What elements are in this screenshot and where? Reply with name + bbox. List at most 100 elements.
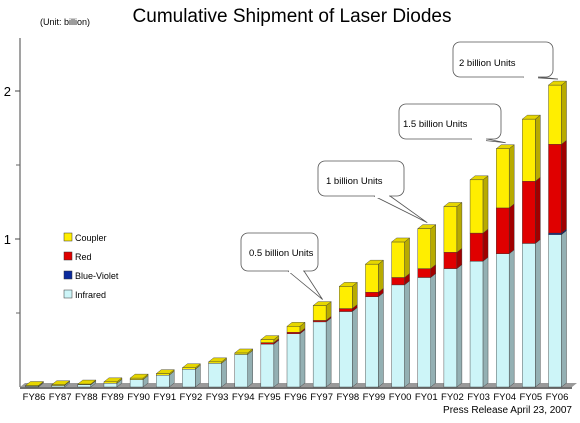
- bar-segment-coupler-fy97: [312, 305, 327, 321]
- bar-side-face: [509, 203, 515, 255]
- bar-top-face: [312, 301, 332, 306]
- x-tick-label: FY00: [389, 392, 412, 403]
- bar-segment-red-fy96: [286, 332, 301, 334]
- bar-segment-infrared-fy99: [365, 296, 379, 388]
- bar-segment-infrared-fy96: [286, 333, 301, 388]
- bar-segment-red-fy04: [496, 207, 510, 254]
- bar-side-face: [561, 80, 567, 145]
- legend-item-red: Red: [63, 251, 92, 262]
- bar-segment-infrared-fy98: [339, 311, 353, 388]
- x-tick-label: FY95: [258, 392, 281, 403]
- callout-box: [398, 103, 502, 140]
- bar-top-face: [155, 369, 175, 374]
- bar-top-face: [103, 377, 123, 383]
- bar-top-face: [521, 114, 541, 120]
- x-tick-label: FY03: [467, 392, 490, 403]
- bar-side-face: [456, 202, 463, 253]
- footnote: Press Release April 23, 2007: [443, 405, 572, 416]
- bar-segment-infrared-fy06: [548, 234, 562, 388]
- bar-segment-red-fy01: [417, 268, 431, 278]
- bar-top-face: [495, 144, 515, 149]
- bar-top-face: [338, 282, 358, 287]
- x-tick-label: FY90: [127, 392, 150, 403]
- bar-top-face: [181, 363, 201, 368]
- bar-segment-coupler-fy91: [156, 373, 170, 376]
- bar-side-face: [221, 358, 227, 388]
- bar-segment-infrared-fy00: [391, 284, 405, 388]
- bar-segment-infrared-fy04: [496, 253, 510, 388]
- bar-segment-coupler-fy90: [129, 377, 144, 380]
- bar-side-face: [325, 317, 332, 388]
- x-tick-label: FY06: [546, 392, 569, 403]
- callout-fy04: 1.5 billion Units: [398, 103, 506, 144]
- bar-segment-coupler-fy01: [417, 228, 431, 269]
- bar-top-face: [207, 357, 228, 363]
- callout-text: 2 billion Units: [459, 58, 516, 69]
- x-tick-label: FY04: [493, 392, 516, 403]
- floor-edge: [20, 387, 572, 389]
- callout-pointer: [287, 270, 323, 300]
- bar-top-face: [77, 379, 97, 385]
- x-tick-label: FY05: [519, 392, 542, 403]
- bar-side-face: [482, 256, 489, 388]
- bar-segment-infrared-fy03: [469, 261, 484, 388]
- callout-box: [317, 160, 405, 197]
- bar-segment-infrared-fy90: [129, 379, 144, 388]
- x-tick-label: FY91: [153, 392, 176, 403]
- bar-side-face: [482, 175, 489, 234]
- callout-box: [240, 232, 319, 272]
- legend-swatch: [63, 270, 73, 280]
- x-tick-label: FY01: [415, 392, 438, 403]
- legend-label: Infrared: [75, 290, 106, 300]
- bar-side-face: [273, 339, 280, 388]
- bar-top-face: [24, 381, 45, 386]
- bar-side-face: [535, 239, 541, 388]
- bar-side-face: [535, 176, 541, 244]
- bar-top-face: [443, 202, 463, 207]
- bar-side-face: [535, 114, 541, 182]
- callout-joint: [289, 269, 303, 273]
- bar-side-face: [561, 139, 567, 234]
- chart-title: Cumulative Shipment of Laser Diodes: [133, 6, 452, 27]
- callout-box: [452, 41, 554, 78]
- bar-segment-coupler-fy00: [391, 241, 405, 278]
- legend-swatch: [63, 232, 73, 242]
- bar-segment-coupler-fy95: [260, 339, 275, 343]
- bar-side-face: [378, 259, 384, 293]
- bar-segment-infrared-fy93: [208, 363, 222, 388]
- x-tick-label: FY99: [363, 392, 386, 403]
- legend-swatch: [63, 289, 73, 299]
- bar-segment-red-fy06: [548, 144, 562, 234]
- bar-segment-coupler-fy93: [208, 361, 222, 364]
- bar-segment-infrared-fy94: [234, 354, 248, 388]
- bar-segment-coupler-fy98: [339, 286, 353, 309]
- bar-top-face: [286, 322, 306, 327]
- bar-segment-infrared-fy87: [51, 385, 65, 388]
- bar-top-face: [364, 259, 385, 265]
- callout-fy01: 1 billion Units: [317, 160, 428, 223]
- callout-joint: [375, 194, 389, 198]
- bar-side-face: [299, 329, 306, 388]
- legend-label: Blue-Violet: [75, 271, 119, 281]
- bar-segment-coupler-fy94: [234, 352, 248, 355]
- legend-item-infrared: Infrared: [63, 289, 106, 300]
- bar-segment-red-fy00: [391, 277, 405, 286]
- callout-joint: [524, 75, 538, 79]
- bar-top-face: [51, 380, 71, 385]
- bar-top-face: [391, 237, 411, 243]
- legend-item-coupler: Coupler: [63, 232, 107, 243]
- bar-side-face: [561, 230, 567, 388]
- bar-segment-coupler-fy03: [469, 179, 484, 234]
- callout-fy97: 0.5 billion Units: [240, 232, 323, 300]
- bar-side-face: [456, 264, 463, 388]
- x-tick-label: FY96: [284, 392, 307, 403]
- bar-side-face: [509, 144, 515, 209]
- y-tick-label: 2: [4, 84, 11, 99]
- bar-segment-red-fy99: [365, 292, 379, 297]
- x-tick-label: FY93: [206, 392, 229, 403]
- bar-segment-infrared-fy89: [103, 383, 118, 388]
- x-tick-label: FY92: [180, 392, 203, 403]
- bar-segment-red-fy95: [260, 342, 275, 345]
